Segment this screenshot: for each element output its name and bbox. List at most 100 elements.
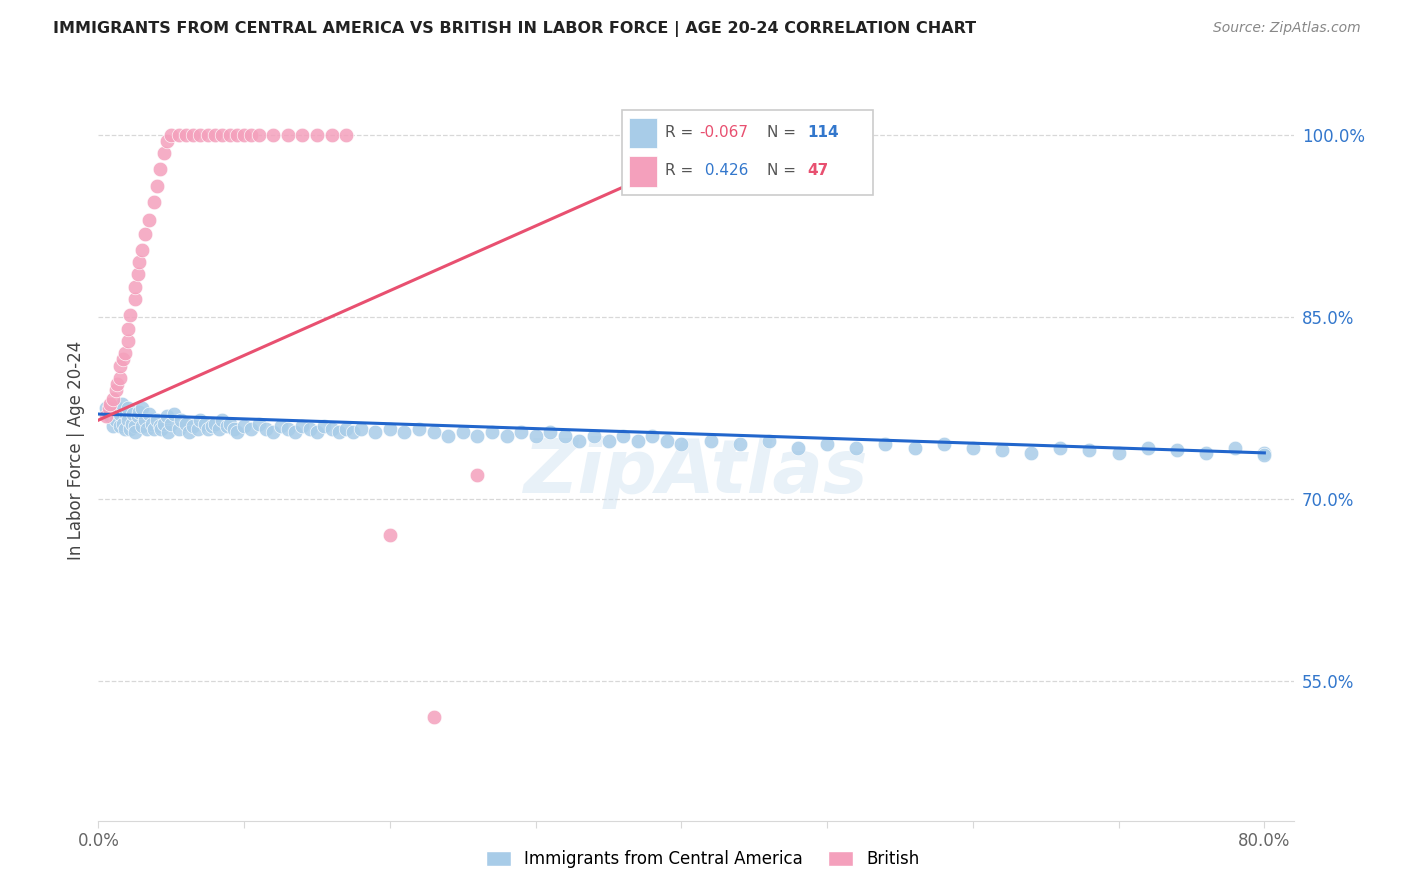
Point	[314, 419, 336, 434]
Point	[903, 441, 925, 455]
Point	[437, 429, 460, 443]
Point	[170, 413, 193, 427]
Point	[554, 429, 576, 443]
Point	[467, 429, 489, 443]
Point	[335, 422, 357, 436]
Point	[240, 128, 263, 142]
Point	[932, 437, 955, 451]
Point	[342, 425, 364, 440]
Point	[97, 407, 120, 421]
Point	[124, 419, 146, 434]
Point	[204, 417, 226, 431]
Point	[335, 128, 357, 142]
Point	[291, 128, 314, 142]
Point	[524, 429, 547, 443]
Point	[1166, 443, 1188, 458]
Point	[114, 422, 136, 436]
Point	[101, 404, 124, 418]
Point	[194, 417, 217, 431]
Point	[131, 401, 153, 415]
Point	[131, 243, 153, 257]
Point	[110, 359, 132, 373]
Point	[138, 212, 160, 227]
Point	[117, 413, 139, 427]
Point	[305, 425, 328, 440]
Point	[112, 352, 135, 367]
Point	[167, 128, 190, 142]
Y-axis label: In Labor Force | Age 20-24: In Labor Force | Age 20-24	[66, 341, 84, 560]
Point	[174, 128, 197, 142]
Point	[225, 425, 247, 440]
Point	[598, 434, 620, 448]
Point	[875, 437, 897, 451]
Point	[97, 401, 120, 415]
Point	[111, 397, 134, 411]
Point	[190, 128, 212, 142]
Point	[138, 407, 160, 421]
Point	[627, 434, 650, 448]
Point	[350, 422, 373, 436]
Point	[364, 425, 387, 440]
Point	[582, 429, 605, 443]
Point	[142, 194, 165, 209]
Point	[510, 425, 533, 440]
Point	[284, 425, 307, 440]
Point	[121, 417, 143, 431]
Point	[1019, 446, 1042, 460]
Point	[201, 419, 224, 434]
Legend: Immigrants from Central America, British: Immigrants from Central America, British	[479, 844, 927, 875]
Point	[1049, 441, 1071, 455]
Point	[277, 422, 299, 436]
Point	[160, 128, 183, 142]
Point	[305, 128, 328, 142]
Point	[186, 422, 208, 436]
Point	[538, 425, 561, 440]
Point	[1195, 446, 1218, 460]
Point	[218, 417, 240, 431]
Point	[134, 227, 156, 242]
Point	[105, 376, 128, 391]
Point	[1136, 441, 1159, 455]
Point	[254, 422, 277, 436]
Point	[104, 383, 127, 397]
Point	[291, 419, 314, 434]
Point	[145, 413, 167, 427]
Point	[728, 437, 751, 451]
Point	[262, 128, 284, 142]
Point	[149, 419, 172, 434]
Point	[142, 422, 165, 436]
Point	[612, 429, 634, 443]
Point	[481, 425, 503, 440]
Point	[127, 409, 149, 424]
Point	[845, 441, 868, 455]
Point	[394, 425, 416, 440]
Point	[233, 419, 256, 434]
Point	[150, 422, 173, 436]
Point	[117, 401, 139, 415]
Point	[112, 417, 135, 431]
Point	[991, 443, 1014, 458]
Point	[177, 425, 200, 440]
Point	[98, 397, 121, 411]
Point	[328, 425, 350, 440]
Point	[94, 401, 117, 415]
Point	[117, 334, 139, 349]
Point	[422, 710, 444, 724]
Point	[787, 441, 810, 455]
Point	[124, 279, 146, 293]
Point	[120, 422, 142, 436]
Point	[181, 128, 204, 142]
Point	[104, 413, 127, 427]
Point	[157, 425, 180, 440]
Point	[815, 437, 838, 451]
Point	[145, 178, 167, 193]
Point	[127, 268, 149, 282]
Point	[156, 409, 179, 424]
Text: IMMIGRANTS FROM CENTRAL AMERICA VS BRITISH IN LABOR FORCE | AGE 20-24 CORRELATIO: IMMIGRANTS FROM CENTRAL AMERICA VS BRITI…	[53, 21, 977, 37]
Point	[128, 255, 150, 269]
Point	[204, 128, 226, 142]
Point	[247, 417, 270, 431]
Point	[1225, 441, 1247, 455]
Point	[568, 434, 591, 448]
Point	[117, 322, 139, 336]
